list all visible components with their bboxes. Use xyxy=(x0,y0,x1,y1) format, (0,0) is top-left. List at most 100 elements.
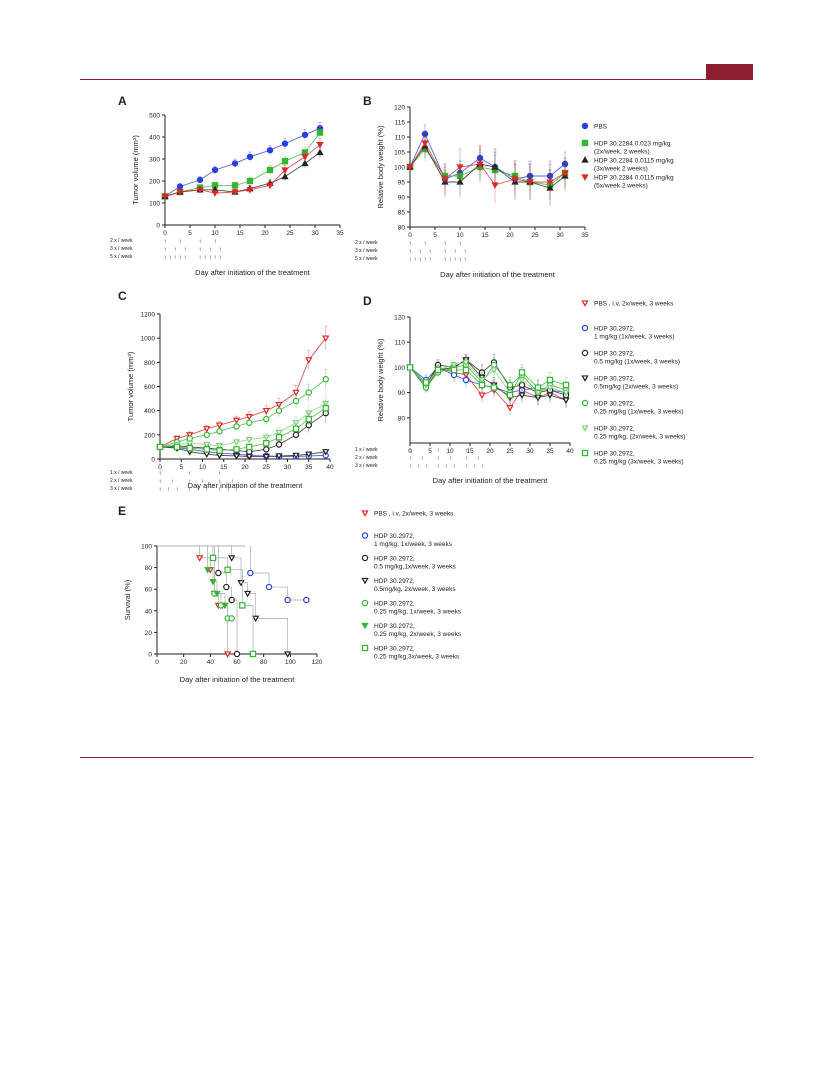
schedule-arrow: ↑ xyxy=(421,456,424,462)
data-point xyxy=(316,142,324,149)
data-point xyxy=(305,389,312,396)
x-tick-label: 120 xyxy=(312,659,323,666)
x-tick-label: 5 xyxy=(433,232,437,239)
x-tick-label: 80 xyxy=(260,659,268,666)
data-point xyxy=(266,166,274,174)
data-point xyxy=(203,426,211,433)
x-tick-label: 35 xyxy=(336,230,344,237)
y-tick-label: 1200 xyxy=(141,312,156,319)
series-6 xyxy=(156,394,330,451)
schedule-arrow: ↑ xyxy=(199,239,202,245)
y-axis-title: Relative body weight (%) xyxy=(376,125,385,208)
data-point xyxy=(186,432,194,439)
y-tick-label: 80 xyxy=(145,565,153,572)
data-point xyxy=(262,453,270,461)
data-point xyxy=(478,392,486,399)
x-tick-label: 30 xyxy=(311,230,319,237)
y-axis-title: Tumor volume (mm³) xyxy=(126,351,135,421)
data-point xyxy=(228,596,235,604)
x-tick-label: 20 xyxy=(180,659,188,666)
series-2 xyxy=(406,136,569,200)
data-point xyxy=(232,417,241,425)
data-point xyxy=(301,159,309,167)
data-point xyxy=(275,434,283,441)
x-axis-title: Day after initiation of the treatment xyxy=(180,675,296,684)
data-point xyxy=(506,391,514,399)
schedule-arrow: ↑ xyxy=(227,487,230,493)
y-tick-label: 200 xyxy=(149,179,160,186)
legend-label: HDP 30.2972, xyxy=(374,623,415,630)
y-tick-label: 80 xyxy=(398,415,406,422)
series-4 xyxy=(156,444,330,461)
data-point xyxy=(518,392,526,399)
x-tick-label: 0 xyxy=(408,232,412,239)
survival-step xyxy=(231,546,289,654)
panel-a: A 0 5 10 15 20 25 30 35 0 100 200 300 400 500 Tumor vol… xyxy=(110,94,344,277)
series-line xyxy=(159,337,327,448)
schedule-arrow: ↑ xyxy=(453,464,456,470)
x-tick-label: 40 xyxy=(207,659,215,666)
data-point xyxy=(266,147,274,154)
schedule-arrow: ↑ xyxy=(218,471,221,477)
series-6 xyxy=(204,546,229,610)
series-3 xyxy=(406,133,569,206)
legend-label: HDP 30.2972, xyxy=(374,533,415,540)
schedule-label: 3 x / week xyxy=(355,248,378,254)
data-point xyxy=(228,615,235,622)
data-point xyxy=(281,157,289,165)
legend-marker xyxy=(581,399,589,407)
survival-step xyxy=(249,546,307,601)
legend-marker xyxy=(581,300,589,307)
legend-label: HDP 30.2972, xyxy=(374,646,415,653)
x-tick-label: 0 xyxy=(158,464,162,471)
y-tick-label: 85 xyxy=(398,210,406,217)
data-point xyxy=(322,449,330,456)
y-tick-label: 100 xyxy=(394,365,405,372)
legend-marker xyxy=(581,375,589,382)
header-rule xyxy=(80,79,753,80)
data-point xyxy=(211,166,219,174)
legend-label: HDP 30.2972, xyxy=(374,578,415,585)
legend-item: HDP 30.2284 0.0115 mg/kg(3x/week 2 weeks… xyxy=(581,156,674,173)
y-tick-label: 60 xyxy=(145,587,153,594)
data-point xyxy=(203,431,210,439)
schedule-arrow: ↑ xyxy=(179,255,182,261)
series-line xyxy=(409,132,566,180)
legend-marker xyxy=(581,425,589,432)
data-point xyxy=(518,369,526,376)
schedule-arrow: ↑ xyxy=(174,247,177,253)
legend-marker xyxy=(361,599,369,607)
schedule-arrow: ↑ xyxy=(465,464,468,470)
data-point xyxy=(281,172,289,180)
legend-label: 0.25 mg/kg (1x/week, 3 weeks) xyxy=(594,409,684,416)
y-tick-label: 0 xyxy=(148,652,152,659)
legend-label: HDP 30.2972, xyxy=(594,376,635,383)
series-line xyxy=(409,366,567,394)
x-tick-label: 35 xyxy=(581,232,589,239)
data-point xyxy=(209,578,217,586)
data-point xyxy=(322,376,329,383)
legend-label: 0.25 mg/kg, 2x/week, 3 weeks xyxy=(374,631,462,638)
data-point xyxy=(203,441,211,449)
series-line xyxy=(164,132,321,197)
data-point xyxy=(176,189,184,196)
schedule-arrow: ↑ xyxy=(409,257,412,263)
y-tick-label: 100 xyxy=(141,544,152,551)
data-point xyxy=(292,420,300,427)
data-point xyxy=(292,389,300,397)
x-tick-label: 20 xyxy=(261,230,269,237)
legend-item: HDP 30.2972,0.25 mg/kg (3x/week, 3 weeks… xyxy=(581,449,684,466)
panel-e: E 0 20 40 60 80 100 120 0 20 40 60 80 100 Survival (%)… xyxy=(118,504,462,684)
data-point xyxy=(247,569,254,577)
schedule-arrow: ↑ xyxy=(459,241,462,247)
schedule-arrow: ↑ xyxy=(199,255,202,261)
data-point xyxy=(491,182,499,189)
legend-label: 0.5mg/kg (2x/week, 3 weeks) xyxy=(594,384,678,391)
x-tick-label: 0 xyxy=(408,448,412,455)
x-tick-label: 30 xyxy=(556,232,564,239)
series-1 xyxy=(156,325,330,451)
panel-c: C0 5 10 15 20 25 30 35 40020040060080010001200Tu… xyxy=(110,289,334,493)
legend-label: 0.5 mg/kg,1x/week, 3 weeks xyxy=(374,564,456,571)
schedule-label: 2 x / week xyxy=(110,238,133,244)
schedule-arrow: ↑ xyxy=(419,257,422,263)
